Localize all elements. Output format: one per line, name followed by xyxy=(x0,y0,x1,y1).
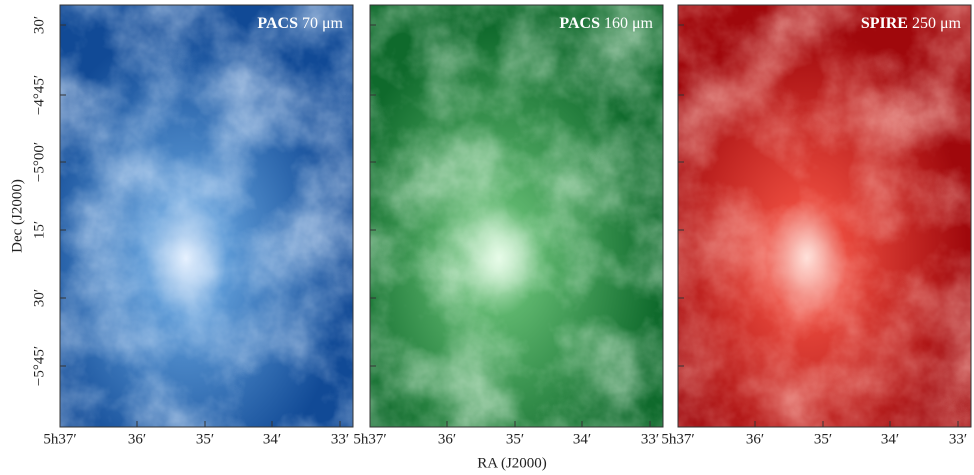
panel-frame xyxy=(369,4,664,428)
x-tick-label: 35′ xyxy=(196,431,214,447)
instrument: PACS xyxy=(559,15,600,32)
panel-title: PACS 160 μm xyxy=(559,15,653,32)
x-tick-label: 33′ xyxy=(331,431,349,447)
x-tick-label: 36′ xyxy=(438,431,456,447)
y-tick-label: 15′ xyxy=(31,221,47,239)
y-ticks: 30′ −4°45′ −5°00′ 15′ 30′ −5°45′ xyxy=(31,16,47,386)
x-tick-label: 33′ xyxy=(949,431,967,447)
x-tick-label: 35′ xyxy=(506,431,524,447)
x-tick-label: 34′ xyxy=(263,431,281,447)
x-tick-label: 34′ xyxy=(573,431,591,447)
x-tick-label: 33′ xyxy=(641,431,659,447)
x-tick-label: 5h37′ xyxy=(661,431,694,447)
cloud-texture xyxy=(60,5,353,427)
y-tick-label: 30′ xyxy=(31,16,47,34)
x-tick-label: 5h37′ xyxy=(353,431,386,447)
panel: PACS 70 μm 5h37′ 36′ 35′ 34′ 33′ xyxy=(43,4,354,447)
band: 250 μm xyxy=(912,15,962,32)
y-axis-label: Dec (J2000) xyxy=(9,179,25,253)
x-tick-label: 36′ xyxy=(128,431,146,447)
panel-title: SPIRE 250 μm xyxy=(861,15,962,32)
instrument: PACS xyxy=(257,15,298,32)
x-axis-label: RA (J2000) xyxy=(477,455,547,471)
y-tick-label: −5°45′ xyxy=(31,346,47,386)
panel: SPIRE 250 μm 5h37′ 36′ 35′ 34′ 33′ xyxy=(661,4,972,447)
x-tick-label: 5h37′ xyxy=(43,431,76,447)
y-tick-label: 30′ xyxy=(31,289,47,307)
panel-frame xyxy=(677,4,972,428)
x-tick-label: 36′ xyxy=(746,431,764,447)
band: 160 μm xyxy=(604,15,654,32)
instrument: SPIRE xyxy=(861,15,908,32)
cloud-texture xyxy=(370,5,663,427)
panel-title: PACS 70 μm xyxy=(257,15,343,32)
band: 70 μm xyxy=(302,15,344,32)
panel-frame xyxy=(59,4,354,428)
panel: PACS 160 μm 5h37′ 36′ 35′ 34′ 33′ xyxy=(353,4,664,447)
x-tick-label: 34′ xyxy=(881,431,899,447)
x-tick-label: 35′ xyxy=(814,431,832,447)
cloud-texture xyxy=(678,5,971,427)
y-tick-label: −5°00′ xyxy=(31,142,47,182)
y-tick-label: −4°45′ xyxy=(31,75,47,115)
